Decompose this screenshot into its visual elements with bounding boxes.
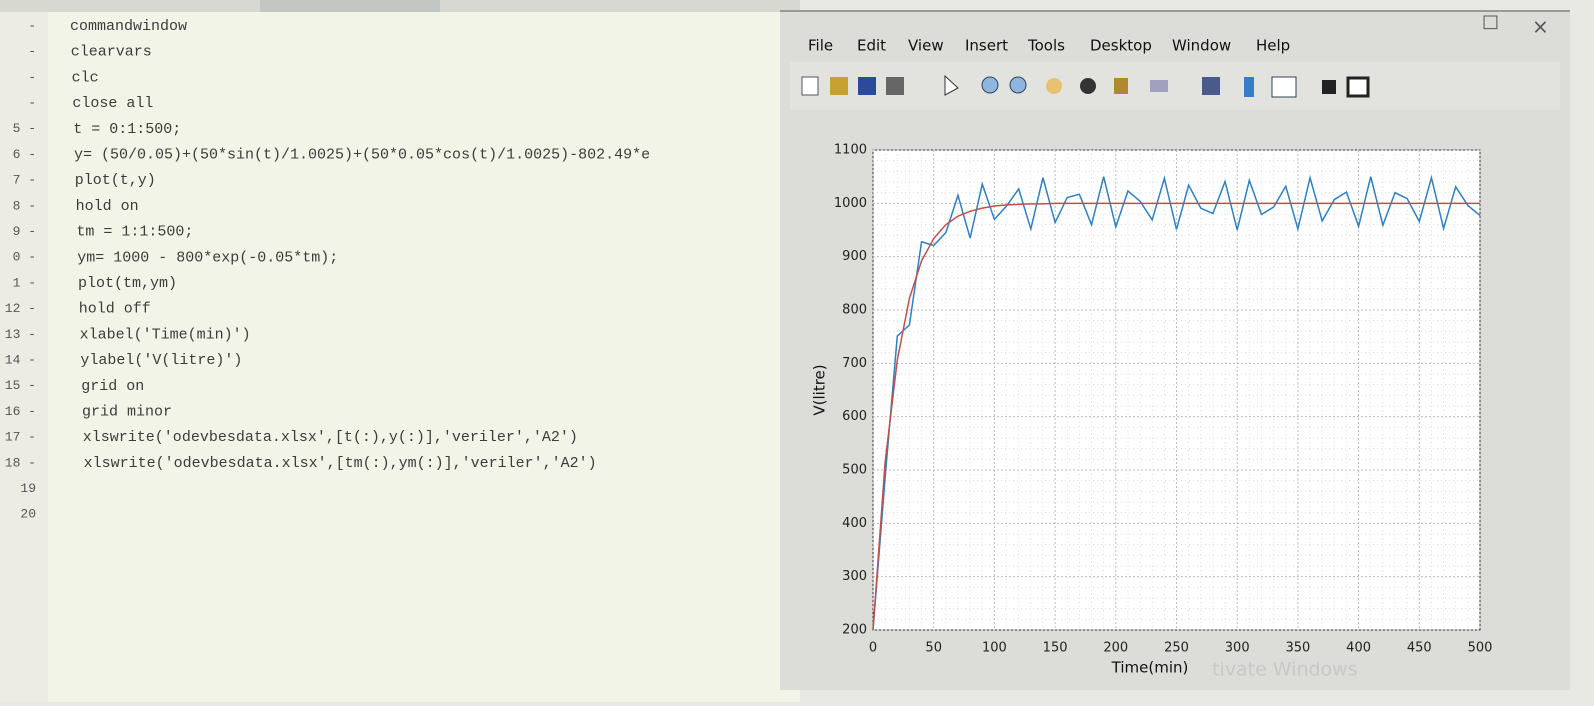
x-tick-label: 100	[982, 641, 1007, 656]
line-number: 18 -	[5, 455, 36, 470]
y-tick-label: 500	[842, 463, 867, 478]
line-number: 9 -	[13, 224, 36, 239]
code-line: tm = 1:1:500;	[76, 224, 193, 241]
line-number: -	[28, 70, 36, 85]
x-tick-label: 250	[1164, 641, 1189, 656]
line-number: 17 -	[5, 430, 36, 445]
code-line: ym= 1000 - 800*exp(-0.05*tm);	[77, 249, 338, 266]
line-number: 13 -	[5, 327, 36, 342]
line-number: -	[28, 18, 36, 33]
code-line: xlswrite('odevbesdata.xlsx',[tm(:),ym(:)…	[84, 455, 597, 472]
line-number: 15 -	[5, 378, 36, 393]
menu-item[interactable]: Window	[1172, 37, 1231, 55]
menu-item[interactable]: Tools	[1027, 37, 1065, 55]
line-number: 5 -	[13, 121, 36, 136]
menu-item[interactable]: Insert	[965, 37, 1008, 55]
code-line: plot(t,y)	[75, 172, 156, 189]
y-tick-label: 900	[842, 249, 867, 264]
line-number: 0 -	[13, 250, 36, 265]
screen: □ × - commandwindow - clearvars - clc - close a…	[0, 0, 1594, 702]
y-tick-label: 300	[842, 569, 867, 584]
line-number: -	[28, 44, 36, 59]
y-tick-label: 1100	[834, 143, 867, 158]
toolbar[interactable]	[790, 62, 1560, 110]
x-tick-label: 150	[1043, 641, 1068, 656]
y-axis-label: V(litre)	[811, 364, 829, 415]
line-number: 14 -	[5, 353, 36, 368]
figure-border	[780, 10, 1570, 12]
menu-item[interactable]: Help	[1256, 37, 1290, 55]
code-line: clearvars	[71, 44, 152, 61]
code-line: clc	[72, 69, 99, 86]
svg-text:□: □	[1482, 11, 1499, 32]
line-number: 6 -	[13, 147, 36, 162]
code-line: commandwindow	[70, 18, 187, 35]
line-number: -	[28, 96, 36, 111]
line-number: 12 -	[5, 301, 36, 316]
code-line: close all	[72, 95, 153, 112]
code-line: y= (50/0.05)+(50*sin(t)/1.0025)+(50*0.05…	[74, 146, 650, 163]
page: □ × - commandwindow - clearvars - clc - close a…	[0, 0, 1594, 702]
y-tick-label: 700	[842, 356, 867, 371]
menu-item[interactable]: Edit	[857, 37, 886, 55]
code-line: ylabel('V(litre)')	[80, 352, 242, 369]
line-number: 20	[20, 507, 36, 522]
code-line: grid minor	[82, 403, 172, 420]
watermark: tivate Windows	[1212, 659, 1358, 681]
code-line: hold off	[79, 301, 151, 318]
x-tick-label: 50	[925, 641, 942, 656]
menu-item[interactable]: File	[808, 37, 833, 55]
y-tick-label: 600	[842, 409, 867, 424]
line-number: 16 -	[5, 404, 36, 419]
tab	[260, 0, 440, 12]
line-number: 1 -	[13, 275, 36, 290]
y-tick-label: 400	[842, 516, 867, 531]
code-line: xlabel('Time(min)')	[80, 326, 251, 343]
code-line: hold on	[76, 198, 139, 215]
code-line: grid on	[81, 378, 144, 395]
menu-item[interactable]: Desktop	[1090, 37, 1152, 55]
code-line: plot(tm,ym)	[78, 275, 177, 292]
code-line: xlswrite('odevbesdata.xlsx',[t(:),y(:)],…	[83, 429, 578, 446]
x-tick-label: 200	[1103, 641, 1128, 656]
x-tick-label: 450	[1407, 641, 1432, 656]
x-tick-label: 300	[1225, 641, 1250, 656]
x-tick-label: 400	[1346, 641, 1371, 656]
y-tick-label: 800	[842, 303, 867, 318]
svg-text:×: ×	[1532, 15, 1549, 39]
line-number: 8 -	[13, 198, 36, 213]
y-tick-label: 200	[842, 623, 867, 638]
code-line: t = 0:1:500;	[73, 121, 181, 138]
x-tick-label: 0	[869, 641, 877, 656]
y-tick-label: 1000	[834, 196, 867, 211]
line-number: 19	[20, 481, 36, 496]
menu-item[interactable]: View	[908, 37, 944, 55]
x-tick-label: 500	[1468, 641, 1493, 656]
x-axis-label: Time(min)	[1111, 659, 1189, 677]
line-number: 7 -	[13, 173, 36, 188]
x-tick-label: 350	[1285, 641, 1310, 656]
